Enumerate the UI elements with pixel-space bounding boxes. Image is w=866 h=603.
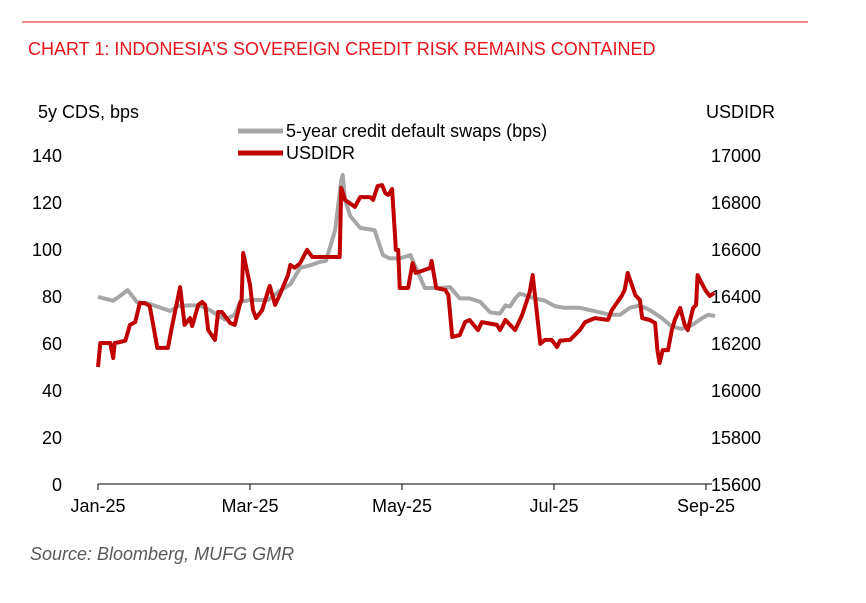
x-tick-label: Jul-25 xyxy=(529,496,578,516)
usdidr-series-line xyxy=(96,183,716,368)
y-tick-left: 80 xyxy=(42,287,62,307)
y-axis-left-label: 5y CDS, bps xyxy=(38,102,139,122)
y-tick-right: 15600 xyxy=(711,475,761,495)
y-tick-left: 120 xyxy=(32,193,62,213)
x-tick-label: Mar-25 xyxy=(221,496,278,516)
y-tick-left: 60 xyxy=(42,334,62,354)
legend-label-usdidr: USDIDR xyxy=(286,143,355,163)
y-tick-right: 16200 xyxy=(711,334,761,354)
legend: 5-year credit default swaps (bps) USDIDR xyxy=(238,121,547,163)
y-tick-right: 15800 xyxy=(711,428,761,448)
x-tick-label: May-25 xyxy=(372,496,432,516)
y-tick-right: 16000 xyxy=(711,381,761,401)
cds-series-line xyxy=(97,173,716,331)
legend-label-cds: 5-year credit default swaps (bps) xyxy=(286,121,547,141)
y-tick-right: 17000 xyxy=(711,146,761,166)
chart-title: CHART 1: INDONESIA’S SOVEREIGN CREDIT RI… xyxy=(28,39,655,59)
x-tick-label: Jan-25 xyxy=(70,496,125,516)
y-tick-right: 16600 xyxy=(711,240,761,260)
y-tick-left: 100 xyxy=(32,240,62,260)
y-tick-right: 16800 xyxy=(711,193,761,213)
y-tick-right: 16400 xyxy=(711,287,761,307)
source-note: Source: Bloomberg, MUFG GMR xyxy=(30,544,294,564)
x-tick-label: Sep-25 xyxy=(677,496,735,516)
y-tick-left: 20 xyxy=(42,428,62,448)
y-tick-left: 140 xyxy=(32,146,62,166)
y-tick-left: 0 xyxy=(52,475,62,495)
y-axis-right-label: USDIDR xyxy=(706,102,775,122)
y-tick-left: 40 xyxy=(42,381,62,401)
